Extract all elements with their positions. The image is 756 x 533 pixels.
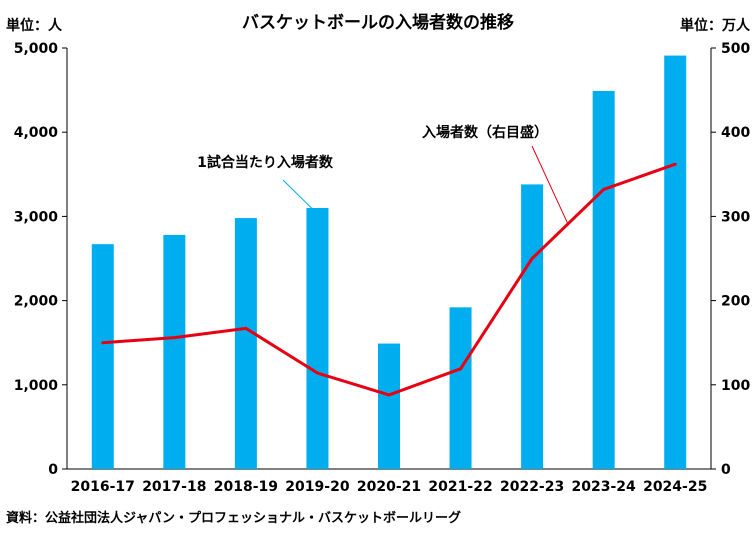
bar-series [91, 55, 687, 470]
bar [664, 55, 687, 469]
line-point [459, 367, 463, 371]
line-series [101, 162, 677, 397]
right-tick-label: 400 [721, 125, 750, 141]
bar [234, 218, 257, 469]
x-tick-label: 2022-23 [500, 479, 564, 495]
right-tick-label: 100 [721, 378, 750, 394]
source-note: 資料：公益社団法人ジャパン・プロフェッショナル・バスケットボールリーグ [6, 510, 461, 526]
axes: 0 1,000 2,000 3,000 4,000 5,000 0 100 200 300 400 5… [14, 41, 751, 495]
annotations: 1試合当たり入場者数 入場者数（右目盛） [197, 124, 569, 225]
x-tick-label: 2016-17 [71, 479, 135, 495]
annotation-label: 入場者数（右目盛） [422, 124, 548, 141]
line-point [172, 336, 176, 340]
line-point [530, 257, 534, 260]
left-tick-label: 3,000 [14, 209, 59, 225]
x-tick-label: 2024-25 [643, 479, 707, 495]
bar [163, 234, 186, 469]
right-axis-unit-label: 単位：万人 [680, 17, 751, 34]
bar [449, 307, 472, 469]
annotation-leader [531, 145, 569, 225]
bar [378, 343, 400, 469]
bar [306, 207, 329, 470]
x-tick-label: 2021-22 [428, 479, 492, 495]
annotation-leader [282, 179, 313, 210]
line-point [315, 371, 319, 375]
annotation-label: 1試合当たり入場者数 [197, 154, 334, 171]
bar [91, 244, 114, 469]
left-tick-label: 4,000 [14, 125, 59, 141]
left-axis-unit-label: 単位：人 [6, 17, 63, 34]
left-tick-label: 1,000 [14, 378, 59, 394]
right-tick-label: 300 [721, 209, 750, 225]
right-tick-label: 0 [721, 462, 731, 478]
x-tick-label: 2017-18 [142, 479, 206, 495]
right-tick-label: 200 [721, 294, 750, 310]
bar [592, 90, 615, 469]
line-point [101, 341, 105, 345]
x-tick-label: 2020-21 [357, 479, 421, 495]
left-tick-label: 2,000 [14, 294, 59, 310]
line-point [244, 326, 248, 330]
line-point [673, 162, 677, 166]
left-tick-label: 0 [48, 462, 58, 478]
x-tick-label: 2018-19 [214, 479, 278, 495]
left-tick-label: 5,000 [14, 41, 59, 57]
bar [521, 184, 544, 470]
line-point [387, 393, 391, 397]
right-tick-label: 500 [721, 41, 750, 57]
chart-title: バスケットボールの入場者数の推移 [242, 12, 514, 33]
x-tick-label: 2019-20 [285, 479, 350, 495]
line-point [602, 187, 606, 191]
x-tick-label: 2023-24 [572, 479, 637, 495]
